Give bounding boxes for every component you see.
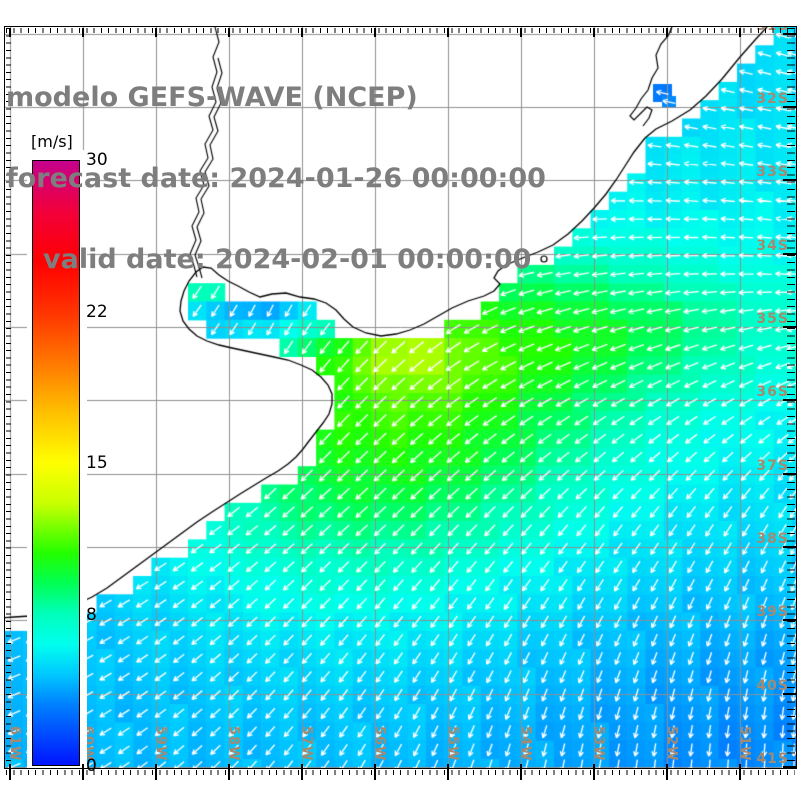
lon-label-56W: 56W: [372, 726, 387, 762]
valid-date-line: valid date: 2024-02-01 00:00:00: [43, 244, 532, 275]
lon-label-53W: 53W: [591, 726, 606, 762]
lat-label-32S: 32S: [756, 91, 789, 107]
title-block: modelo GEFS-WAVE (NCEP) forecast date: 2…: [6, 30, 546, 327]
lon-label-54W: 54W: [518, 726, 533, 762]
colorbar-unit-label: [m/s]: [31, 132, 73, 151]
lon-label-51W: 51W: [737, 726, 752, 762]
lat-label-36S: 36S: [756, 384, 789, 400]
lat-label-41S: 41S: [756, 751, 789, 767]
colorbar-tick-15: 15: [86, 453, 108, 473]
colorbar-gradient: [32, 160, 80, 766]
lon-label-52W: 52W: [664, 726, 679, 762]
forecast-date-line: forecast date: 2024-01-26 00:00:00: [6, 163, 546, 194]
lat-label-38S: 38S: [756, 531, 789, 547]
lon-label-58W: 58W: [226, 726, 241, 762]
colorbar-tick-30: 30: [86, 150, 108, 170]
lat-label-40S: 40S: [756, 678, 789, 694]
colorbar-tick-0: 0: [86, 756, 97, 776]
lon-label-59W: 59W: [153, 726, 168, 762]
weather-map-canvas: [5, 27, 796, 768]
colorbar-tick-22: 22: [86, 301, 108, 322]
lat-label-39S: 39S: [756, 604, 789, 620]
lat-label-34S: 34S: [756, 238, 789, 254]
model-title: modelo GEFS-WAVE (NCEP): [6, 82, 418, 113]
lon-label-61W: 61W: [7, 726, 22, 762]
colorbar-tick-8: 8: [86, 604, 97, 625]
lon-label-55W: 55W: [445, 726, 460, 762]
lon-label-57W: 57W: [299, 726, 314, 762]
lat-label-37S: 37S: [756, 458, 789, 474]
map-ticks-bottom: [6, 770, 795, 775]
lat-label-35S: 35S: [756, 311, 789, 327]
map-area: 31S32S33S34S35S36S37S38S39S40S41S 61W60W…: [5, 27, 796, 768]
lat-label-33S: 33S: [756, 164, 789, 180]
